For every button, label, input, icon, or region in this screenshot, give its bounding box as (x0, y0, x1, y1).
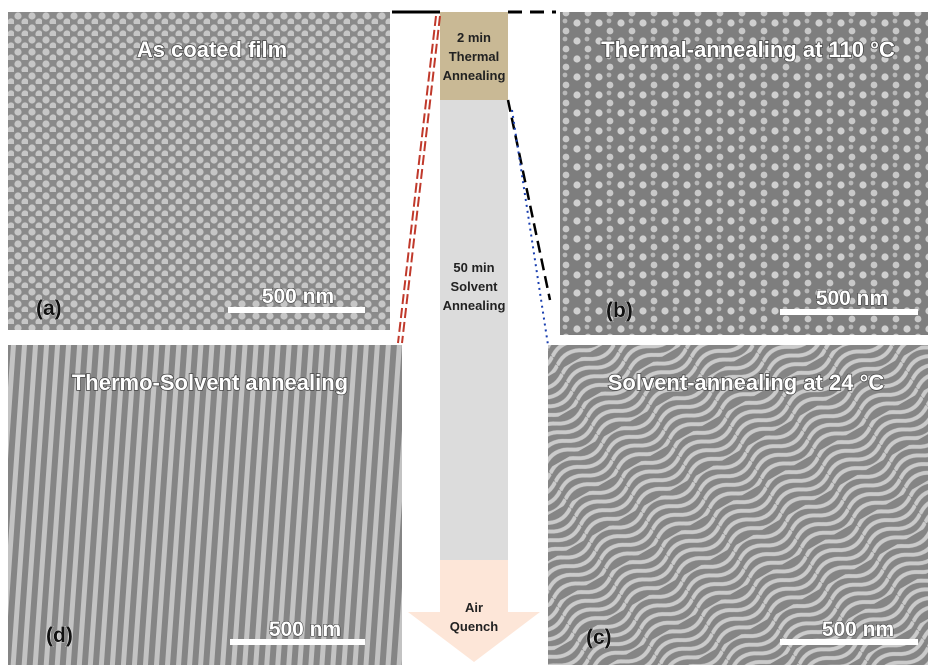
panel-title: As coated film (137, 37, 287, 62)
panel-label: (d) (46, 624, 73, 647)
panel-title: Solvent-annealing at 24 °C (608, 370, 885, 395)
step-text: Air (465, 600, 483, 615)
connector (398, 16, 436, 343)
scale-bar-label: 500 nm (816, 287, 888, 310)
panel-label: (b) (606, 299, 633, 322)
scale-bar (228, 307, 365, 313)
panel-label: (a) (36, 297, 62, 320)
scale-bar-label: 500 nm (262, 285, 334, 308)
step-text: Annealing (443, 298, 506, 313)
panel-title: Thermal-annealing at 110 °C (601, 37, 895, 62)
panel-title: Thermo-Solvent annealing (72, 370, 348, 395)
scale-bar (230, 639, 365, 645)
scale-bar (780, 639, 918, 645)
step-text: Annealing (443, 68, 506, 83)
connector (402, 16, 440, 343)
step-text: Solvent (451, 279, 499, 294)
connector (508, 100, 550, 300)
panel-label: (c) (586, 626, 612, 649)
figure: As coated film (a) 500 nm Thermal-anneal… (0, 0, 928, 665)
solvent-column (440, 100, 508, 560)
step-text: Quench (450, 619, 498, 634)
step-text: Thermal (449, 49, 500, 64)
step-text: 50 min (453, 260, 494, 275)
scale-bar-label: 500 nm (269, 618, 341, 641)
scale-bar-label: 500 nm (822, 618, 894, 641)
scale-bar (780, 309, 918, 315)
step-text: 2 min (457, 30, 491, 45)
